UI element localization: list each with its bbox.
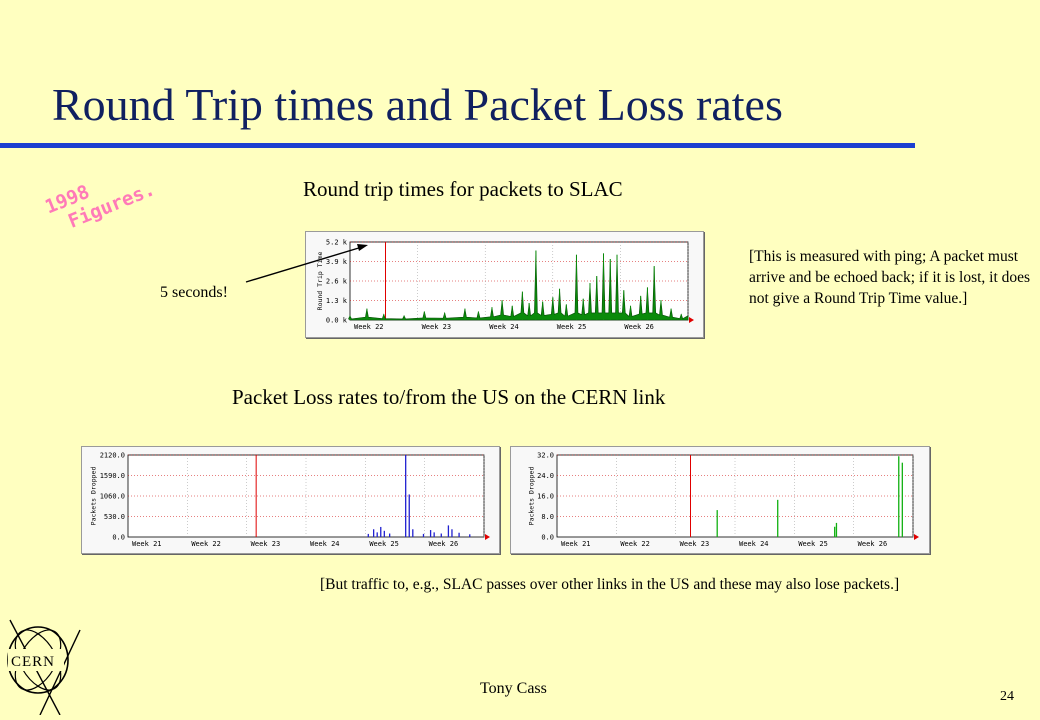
x-tick-label: Week 23 [680, 540, 710, 548]
page-title: Round Trip times and Packet Loss rates [52, 79, 783, 130]
axis-arrow [914, 534, 919, 540]
loss-note: [But traffic to, e.g., SLAC passes over … [320, 576, 900, 593]
y-tick-label: 24.0 [537, 472, 554, 480]
x-tick-label: Week 25 [369, 540, 399, 548]
x-tick-label: Week 21 [132, 540, 162, 548]
y-tick-label: 530.0 [104, 513, 125, 521]
x-tick-label: Week 25 [557, 323, 587, 331]
y-axis-label: Packets Dropped [90, 467, 98, 526]
axis-arrow [689, 317, 694, 323]
y-tick-label: 5.2 k [326, 239, 348, 247]
y-tick-label: 2.6 k [326, 278, 348, 286]
x-tick-label: Week 24 [489, 323, 519, 331]
x-tick-label: Week 22 [354, 323, 384, 331]
x-tick-label: Week 25 [798, 540, 828, 548]
author: Tony Cass [480, 680, 547, 697]
y-axis-label: Packets Dropped [527, 467, 535, 526]
five-seconds-label: 5 seconds! [160, 284, 228, 301]
x-tick-label: Week 22 [191, 540, 221, 548]
cern-logo-text: CERN [11, 654, 55, 670]
y-tick-label: 3.9 k [326, 258, 348, 266]
loss-chart-left-svg: 0.0 530.0 1060.0 1590.0 2120.0 Week 21 Week 22… [90, 452, 490, 548]
x-tick-label: Week 24 [739, 540, 769, 548]
page-number: 24 [1000, 689, 1014, 704]
y-tick-label: 1590.0 [100, 472, 125, 480]
rtt-note: [This is measured with ping; A packet mu… [749, 248, 1031, 307]
x-tick-label: Week 26 [624, 323, 654, 331]
y-tick-label: 1.3 k [326, 297, 348, 305]
y-tick-label: 32.0 [537, 452, 554, 460]
x-tick-label: Week 24 [310, 540, 340, 548]
loss-chart-right: 0.0 8.0 16.0 24.0 32.0 Week 21 Week 22 Week 23 W… [510, 446, 930, 554]
rtt-chart-svg: 0.0 k 1.3 k 2.6 k 3.9 k 5.2 k Week 22 Week 23 W… [316, 239, 694, 331]
loss-chart-left: 0.0 530.0 1060.0 1590.0 2120.0 Week 21 Week 22… [81, 446, 500, 554]
x-tick-label: Week 23 [422, 323, 452, 331]
y-tick-label: 1060.0 [100, 493, 125, 501]
loss-caption: Packet Loss rates to/from the US on the … [232, 385, 666, 409]
rtt-caption: Round trip times for packets to SLAC [303, 177, 623, 201]
y-tick-label: 16.0 [537, 493, 554, 501]
x-tick-label: Week 26 [858, 540, 888, 548]
axis-arrow [485, 534, 490, 540]
y-tick-label: 2120.0 [100, 452, 125, 460]
y-tick-label: 0.0 [541, 534, 554, 542]
y-axis-label: Round Trip Time [316, 252, 324, 311]
x-tick-label: Week 23 [251, 540, 281, 548]
title-underline [0, 143, 915, 148]
x-tick-label: Week 21 [561, 540, 591, 548]
loss-chart-right-svg: 0.0 8.0 16.0 24.0 32.0 Week 21 Week 22 Week 23 W… [527, 452, 919, 548]
cern-logo: CERN [0, 615, 100, 720]
y-tick-label: 0.0 k [326, 317, 348, 325]
x-tick-label: Week 26 [429, 540, 459, 548]
y-tick-label: 8.0 [541, 513, 554, 521]
x-tick-label: Week 22 [620, 540, 650, 548]
y-tick-label: 0.0 [112, 534, 125, 542]
year-stamp: 1998 Figures. [42, 158, 158, 239]
rtt-chart: 0.0 k 1.3 k 2.6 k 3.9 k 5.2 k Week 22 Week 23 W… [305, 231, 704, 338]
